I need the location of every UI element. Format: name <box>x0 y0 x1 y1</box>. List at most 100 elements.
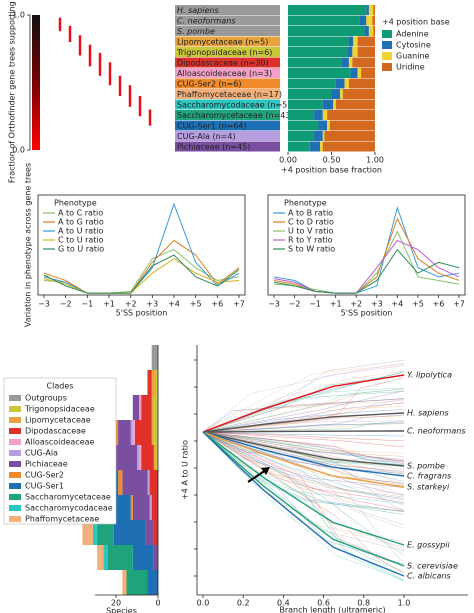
legend-title: +4 position base <box>382 18 450 27</box>
line <box>43 202 240 294</box>
tree-branch <box>202 388 405 433</box>
legend-label: Dipodascaceae <box>25 427 86 436</box>
bar-segment <box>92 520 98 545</box>
plot-frame <box>267 194 466 296</box>
row-label-bg <box>175 68 280 78</box>
bar-segment <box>288 99 323 110</box>
bar-segment <box>309 141 321 152</box>
tree-branch <box>202 390 405 433</box>
tree-branch <box>202 431 405 506</box>
row-label-bg <box>175 110 280 120</box>
bar-segment <box>147 570 158 595</box>
tree-branch <box>202 398 405 433</box>
bar-segment <box>116 445 137 470</box>
bar-segment <box>288 57 342 68</box>
x-tick-label: +1 <box>103 300 115 309</box>
bar-segment <box>348 78 375 89</box>
row-label-bg <box>175 99 280 110</box>
legend-label: CUG-Ser2 <box>25 471 64 480</box>
annotation: C. fragrans <box>407 472 451 481</box>
tree-highlight <box>202 374 405 433</box>
x-tick-label: 0 <box>155 599 160 608</box>
legend-label: Alloascoideaceae <box>25 438 95 447</box>
x-tick-label: −1 <box>309 300 321 309</box>
row-label: Alloascoideaceae (n=3) <box>177 69 272 78</box>
row-label: Dipodascaceae (n=30) <box>177 58 269 67</box>
bar-segment <box>373 5 375 15</box>
x-axis-label: 5'SS position <box>341 309 393 318</box>
tree-branch <box>202 431 405 503</box>
bar-segment <box>97 545 104 570</box>
tree-highlight <box>202 431 405 488</box>
legend-label: A to U ratio <box>58 227 104 236</box>
line <box>43 239 240 294</box>
legend-label: Cytosine <box>396 41 431 50</box>
tree-branch <box>202 431 405 552</box>
row-label-bg <box>175 89 280 99</box>
x-tick-label: 0.6 <box>317 599 330 608</box>
bar-segment <box>155 370 158 395</box>
bar-segment <box>350 68 358 78</box>
tree-branch <box>202 431 405 548</box>
legend-label: G to U ratio <box>58 245 104 254</box>
bar-segment <box>329 120 375 131</box>
bar-segment <box>130 420 133 445</box>
row-label-bg <box>175 141 280 152</box>
tree-branch <box>202 370 405 433</box>
arrow <box>247 469 267 483</box>
legend-label: Saccharomycetaceae <box>25 493 111 502</box>
bar-segment <box>320 141 323 152</box>
y-tick-label: 1.0 <box>12 11 25 20</box>
row-label-bg <box>175 120 280 131</box>
bar-segment <box>348 57 353 68</box>
legend-label: CUG-Ala <box>25 449 58 458</box>
bar-segment <box>113 495 131 520</box>
tree-highlight <box>202 431 405 477</box>
x-axis-label: +4 position base fraction <box>281 166 382 175</box>
bar-segment <box>288 5 367 15</box>
tree-branch <box>202 431 405 572</box>
x-tick-label: +7 <box>233 300 245 309</box>
bar-segment <box>366 5 369 15</box>
tree-branch <box>202 431 405 437</box>
bar-segment <box>141 445 154 470</box>
x-tick-label: 0.2 <box>237 599 250 608</box>
legend-label: Guanine <box>396 52 430 61</box>
tree-branch <box>202 371 405 433</box>
legend-label: U to V ratio <box>288 227 334 236</box>
x-tick-label: +4 <box>391 300 403 309</box>
bar-segment <box>327 110 375 120</box>
line <box>273 206 460 294</box>
tree-branch <box>202 431 405 464</box>
legend-label: Pichiaceae <box>25 460 68 469</box>
bar-segment <box>322 99 334 110</box>
legend-label: C to U ratio <box>58 236 104 245</box>
bar-segment <box>288 89 332 99</box>
bar-segment <box>155 445 158 470</box>
x-tick-label: +5 <box>412 300 424 309</box>
legend-title: Clades <box>47 382 74 391</box>
y-axis-label: Fraction of Orthofinder gene trees suppo… <box>8 0 17 183</box>
x-tick-label: +6 <box>433 300 445 309</box>
legend-swatch <box>9 417 21 423</box>
tree-branch <box>202 389 405 433</box>
bar-segment <box>327 120 330 131</box>
x-tick-label: +4 <box>168 300 180 309</box>
legend-swatch <box>382 41 392 49</box>
y-axis-label: Variation in phenotype across gene trees <box>24 163 33 327</box>
bar-segment <box>153 420 158 445</box>
line <box>43 258 240 294</box>
bar-segment <box>357 68 362 78</box>
x-axis-label: 5'SS position <box>116 309 168 318</box>
tree-branch <box>202 431 405 565</box>
annotation: Y. lipolytica <box>407 371 452 380</box>
row-label-bg <box>175 57 280 68</box>
legend-swatch <box>9 483 21 489</box>
legend-swatch <box>382 63 392 71</box>
row-label: Phaffomycetaceae (n=17) <box>177 90 282 99</box>
legend-label: S to W ratio <box>288 245 335 254</box>
tree-branch <box>202 431 405 582</box>
bar-segment <box>151 370 156 395</box>
bar-segment <box>107 545 133 570</box>
